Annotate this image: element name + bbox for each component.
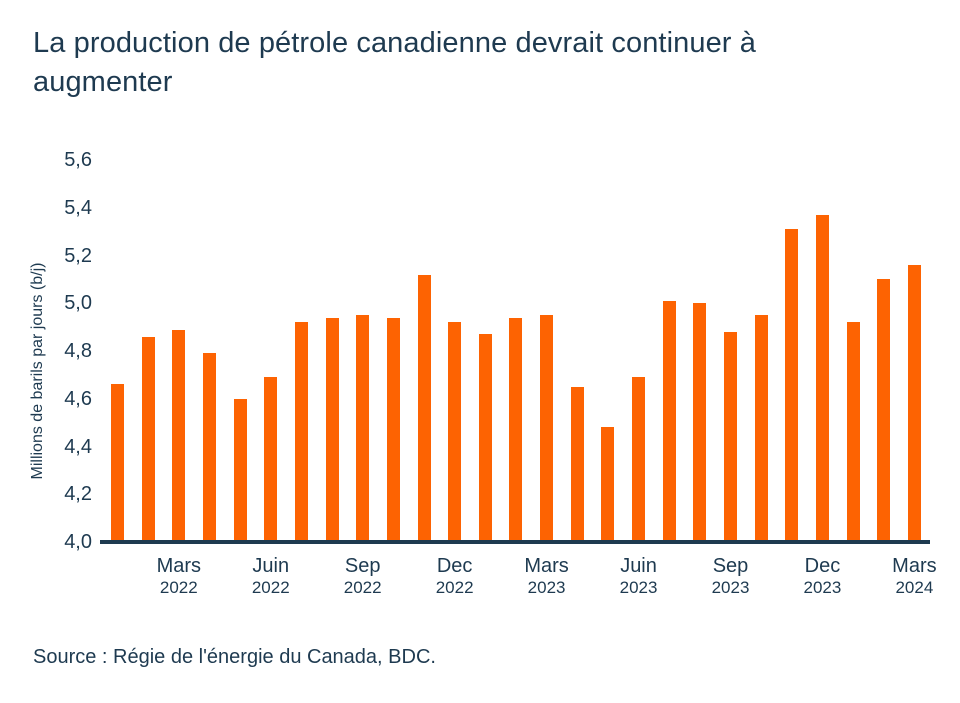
bar-2023-08 — [693, 303, 707, 540]
x-tick-label: Sep 2022 — [315, 554, 411, 598]
bar-2022-04 — [202, 353, 216, 540]
bar-2022-12 — [448, 322, 462, 540]
bar-2022-08 — [325, 317, 339, 540]
x-tick-month: Dec — [804, 555, 841, 577]
x-tick-label: Mars 2024 — [866, 554, 960, 598]
x-tick-label: Juin 2022 — [223, 554, 319, 598]
bar-2022-03 — [172, 329, 186, 540]
y-tick-label: 4,8 — [64, 340, 92, 362]
bar-2024-02 — [877, 279, 891, 540]
bar-2023-01 — [478, 334, 492, 540]
x-tick-year: 2022 — [251, 578, 290, 597]
x-tick-year: 2022 — [435, 578, 474, 597]
bar-2022-11 — [417, 274, 431, 540]
bar-2022-09 — [356, 315, 370, 540]
bar-2024-03 — [907, 265, 921, 540]
y-tick-label: 5,6 — [64, 149, 92, 171]
x-tick-label: Juin 2023 — [591, 554, 687, 598]
y-tick-label: 4,6 — [64, 387, 92, 410]
bar-2023-05 — [601, 427, 615, 540]
bar-2023-07 — [662, 300, 676, 540]
x-tick-month: Juin — [620, 555, 657, 577]
x-tick-month: Sep — [344, 555, 381, 577]
x-tick-month: Mars — [524, 555, 569, 577]
x-tick-month: Juin — [252, 555, 290, 577]
x-tick-month: Mars — [892, 555, 937, 577]
x-tick-year: 2022 — [343, 578, 382, 597]
x-tick-label: Sep 2023 — [683, 554, 779, 598]
bar-2023-02 — [509, 317, 523, 540]
bar-2022-01 — [111, 384, 124, 540]
chart-title: La production de pétrole canadienne devr… — [33, 27, 756, 98]
x-tick-year: 2023 — [711, 578, 750, 597]
bar-2023-12 — [815, 214, 829, 540]
bar-2022-07 — [294, 322, 308, 540]
bar-2023-10 — [754, 315, 768, 540]
x-tick-year: 2024 — [895, 578, 934, 597]
bar-2022-05 — [233, 398, 247, 540]
x-tick-label: Mars 2023 — [499, 554, 595, 598]
y-tick-label: 4,4 — [64, 435, 92, 458]
bar-2023-06 — [632, 377, 646, 540]
x-tick-year: 2023 — [619, 578, 658, 597]
x-tick-year: 2022 — [159, 578, 198, 597]
x-tick-label: Dec 2022 — [407, 554, 503, 598]
x-tick-label: Mars 2022 — [131, 554, 227, 598]
bar-2022-02 — [141, 336, 155, 540]
source-note: Source : Régie de l'énergie du Canada, B… — [33, 646, 436, 668]
bar-2022-10 — [386, 317, 400, 540]
x-tick-year: 2023 — [527, 578, 566, 597]
y-tick-label: 4,2 — [64, 483, 92, 506]
bar-2023-11 — [785, 229, 799, 540]
bar-2023-04 — [570, 386, 584, 540]
y-tick-label: 5,4 — [64, 196, 92, 219]
y-tick-label: 5,2 — [64, 244, 92, 267]
bar-2024-01 — [846, 322, 860, 540]
y-tick-label: 5,0 — [64, 292, 92, 315]
x-tick-year: 2023 — [803, 578, 842, 597]
x-tick-label: Dec 2023 — [774, 554, 870, 598]
bar-2022-06 — [264, 377, 278, 540]
bar-2023-09 — [724, 331, 737, 540]
x-axis-line — [100, 540, 930, 544]
y-tick-label: 4,0 — [64, 531, 92, 553]
x-tick-month: Mars — [156, 555, 202, 577]
x-tick-month: Dec — [436, 555, 473, 577]
bar-2023-03 — [540, 315, 554, 540]
x-tick-month: Sep — [712, 555, 749, 577]
